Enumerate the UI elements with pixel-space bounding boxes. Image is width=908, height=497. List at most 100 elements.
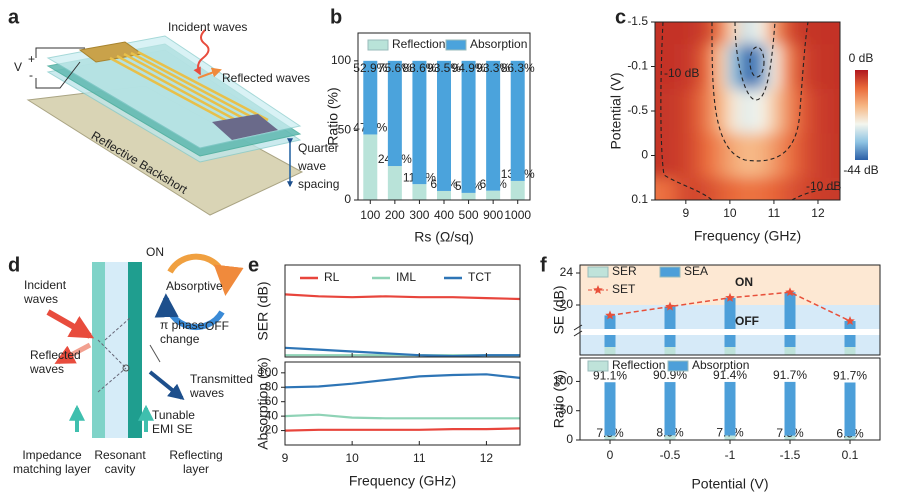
y-tick-label: 100 (258, 365, 278, 379)
x-tick-label: 100 (360, 208, 380, 222)
bar-segment (724, 297, 736, 347)
legend-label: SET (612, 282, 636, 296)
incident-label: Incident (24, 278, 67, 292)
heat-cell (727, 133, 742, 179)
y-axis-label: SER (dB) (255, 281, 271, 340)
transmitted-label: Transmitted (190, 372, 253, 386)
legend-swatch (445, 39, 467, 51)
x-tick-label: 900 (483, 208, 503, 222)
heat-cell (688, 22, 702, 45)
contour (711, 21, 809, 162)
x-tick-label: 200 (385, 208, 405, 222)
phase-label: π phase (160, 318, 205, 332)
legend-label: Reflection (612, 358, 665, 372)
tunable-label: EMI SE (152, 422, 193, 436)
on-label: ON (735, 275, 753, 289)
marker (665, 301, 675, 311)
heat-cell (793, 44, 808, 90)
ray (97, 317, 131, 393)
legend-label: SEA (684, 264, 708, 278)
heat-cell (714, 22, 729, 45)
heat-cell (714, 177, 729, 200)
bar-segment (437, 190, 451, 200)
value-label: 93.3% (476, 61, 510, 75)
heat-cell (661, 133, 676, 179)
colorbar-label: 0 dB (849, 51, 874, 65)
heat-cell (820, 88, 834, 134)
heat-cell (806, 177, 821, 200)
reflected-arrow (197, 67, 222, 79)
heat-cell (688, 44, 702, 90)
y-axis-label: Potential (V) (608, 72, 624, 149)
x-axis-label: Rs (Ω/sq) (414, 229, 473, 245)
on-label: ON (146, 245, 164, 259)
layer-label: Reflecting (169, 448, 222, 462)
minus: - (29, 68, 33, 82)
x-tick-label: 0.1 (842, 448, 859, 462)
off-label: OFF (205, 319, 229, 333)
incident-arrow (46, 309, 95, 339)
bar-segment (387, 166, 402, 200)
legend-label: Absorption (470, 37, 527, 51)
legend-swatch (659, 266, 681, 278)
heat-cell (701, 133, 715, 179)
x-axis-label: Frequency (GHz) (694, 228, 801, 244)
absorptive-label: Absorptive (166, 279, 223, 293)
value-label: 52.9% (353, 61, 387, 75)
phase-pointer (149, 344, 161, 363)
voltage-label: V (14, 60, 22, 74)
heat-cell (833, 44, 840, 90)
heat-cell (688, 88, 702, 134)
y-tick-label: 0 (566, 432, 573, 446)
bar-segment (724, 381, 736, 436)
heatmap (655, 22, 840, 200)
schematic-d (46, 253, 244, 438)
x-tick-label: 1000 (504, 208, 531, 222)
heat-cell (674, 133, 689, 179)
bar-segment (412, 184, 427, 200)
marker (605, 310, 615, 320)
off-label: OFF (735, 314, 759, 328)
incident-label: waves (23, 292, 58, 306)
bar-segment (724, 435, 736, 440)
x-tick-label: 9 (682, 206, 689, 220)
panel-label: e (248, 254, 259, 276)
reflected-label: waves (29, 362, 64, 376)
line (284, 413, 520, 420)
phase-label: change (160, 332, 200, 346)
y-tick-label: 20 (560, 297, 574, 311)
legend-label: IML (396, 270, 416, 284)
impedance-layer (92, 262, 105, 438)
line (284, 346, 520, 358)
contour (660, 21, 713, 201)
x-tick-label: 10 (723, 206, 737, 220)
value-label: 93.5% (427, 61, 461, 75)
schematic-a (26, 29, 304, 216)
patch (212, 114, 278, 140)
line (284, 293, 521, 301)
x-tick-label: 9 (282, 451, 289, 465)
layer-label: layer (183, 462, 209, 476)
layer-label: matching layer (13, 462, 91, 476)
bar-segment (844, 436, 856, 440)
heat-cell (727, 22, 742, 45)
spacing-label: Quarter (298, 141, 339, 155)
heat-cell (655, 177, 663, 200)
heat-cell (767, 44, 782, 90)
marker (785, 287, 795, 297)
heat-cell (655, 88, 663, 134)
panel-label: b (330, 6, 342, 28)
plus: + (28, 52, 35, 66)
contour (791, 188, 841, 201)
value-label: 75.6% (378, 61, 412, 75)
legend-label: TCT (468, 270, 492, 284)
off-arrow (154, 293, 225, 331)
x-tick-label: -1 (725, 448, 736, 462)
reflecting-layer (128, 262, 142, 438)
x-tick-label: 11 (768, 206, 781, 220)
heat-cell (655, 133, 663, 179)
y-tick-label: -0.1 (627, 59, 648, 73)
legend-swatch (667, 360, 689, 372)
y-tick-label: 40 (265, 408, 279, 422)
